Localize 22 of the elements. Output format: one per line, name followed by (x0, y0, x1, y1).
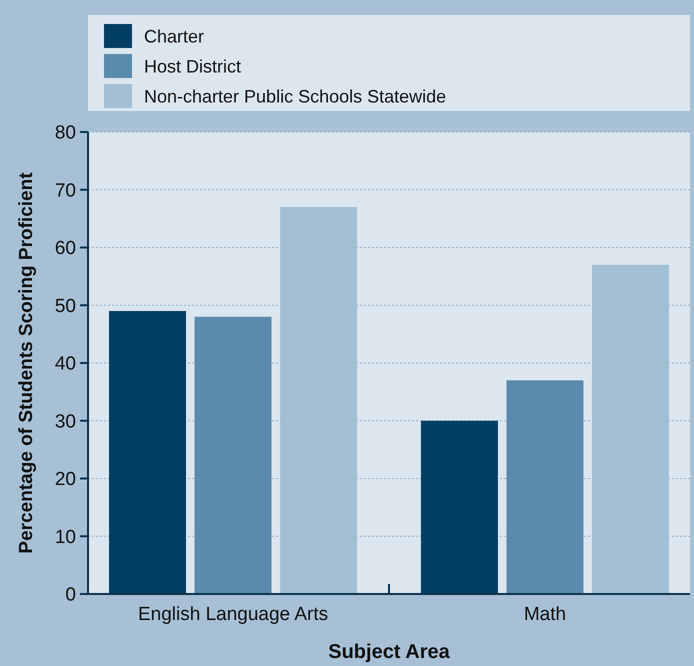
y-tick-label: 80 (54, 122, 76, 144)
bar (109, 311, 186, 594)
legend-label: Host District (144, 56, 242, 76)
legend-label: Charter (144, 26, 204, 46)
y-tick-label: 30 (54, 411, 76, 432)
y-tick-label: 40 (54, 354, 76, 375)
bar (592, 264, 669, 594)
y-axis-title: Percentage of Students Scoring Proficient (16, 172, 37, 554)
y-tick-label: 10 (54, 526, 76, 548)
x-tick-label: English Language Arts (138, 604, 328, 625)
legend-label: Non-charter Public Schools Statewide (144, 86, 446, 106)
bar (194, 316, 272, 594)
y-tick-label: 0 (65, 584, 76, 606)
bar (420, 420, 498, 594)
bar (280, 207, 358, 594)
y-tick-label: 70 (54, 180, 76, 202)
x-axis-title: Subject Area (328, 641, 451, 663)
y-tick-label: 20 (54, 469, 76, 490)
bar (506, 380, 584, 594)
x-tick-label: Math (524, 604, 566, 625)
y-tick-label: 60 (54, 238, 76, 260)
y-tick-label: 50 (54, 296, 76, 317)
